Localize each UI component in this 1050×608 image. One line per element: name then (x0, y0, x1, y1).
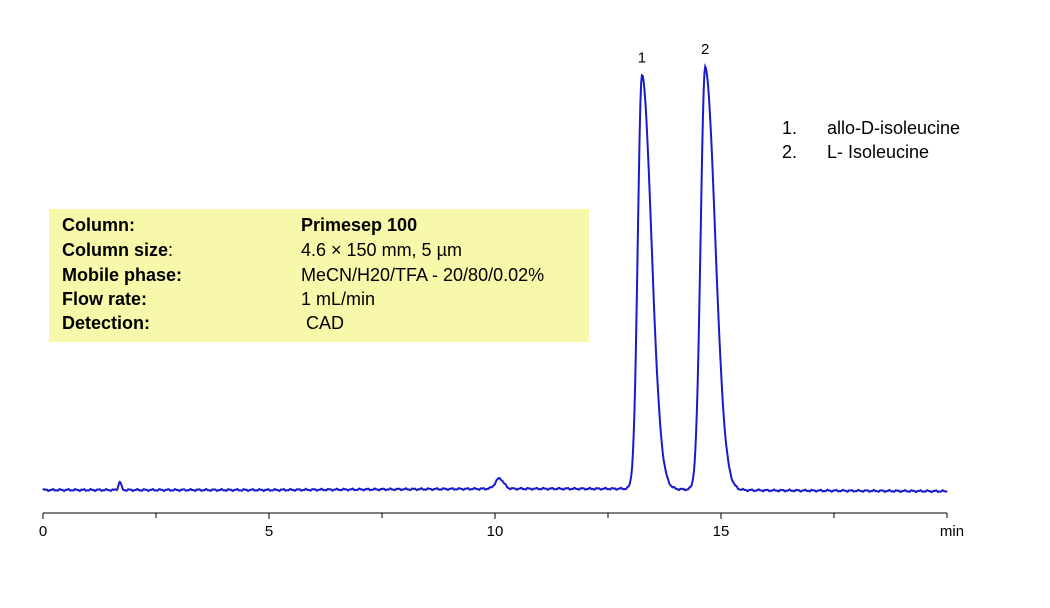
peak-label: 2 (701, 41, 709, 58)
x-tick-label: 15 (713, 523, 730, 540)
column-key: Column: (62, 215, 135, 235)
legend-item-2: 2. L- Isoleucine (782, 140, 1002, 164)
detection-value: CAD (301, 313, 345, 333)
x-axis-tick-labels: 0 5 10 15 (39, 523, 730, 540)
detection-key: Detection: (62, 313, 151, 333)
legend-item-name: allo-D-isoleucine (827, 118, 961, 138)
legend-item-name: L- Isoleucine (827, 142, 930, 162)
x-axis-ticks (42, 513, 948, 519)
x-axis-label: min (940, 523, 964, 540)
chromatogram-trace (42, 63, 948, 494)
mobile-phase-value: MeCN/H20/TFA - 20/80/0.02% (301, 265, 545, 285)
legend-item-1: 1. allo-D-isoleucine (782, 116, 1002, 140)
legend-item-number: 1. (782, 118, 798, 138)
x-tick-label: 5 (265, 523, 273, 540)
flow-rate-value: 1 mL/min (301, 289, 376, 309)
peak-legend: 1. allo-D-isoleucine 2. L- Isoleucine (782, 116, 1002, 164)
mobile-phase-key: Mobile phase: (62, 265, 183, 285)
column-size-key: Column size: (62, 240, 174, 260)
x-tick-label: 0 (39, 523, 47, 540)
column-value: Primesep 100 (301, 215, 418, 235)
flow-rate-key: Flow rate: (62, 289, 148, 309)
legend-item-number: 2. (782, 142, 798, 162)
column-size-value: 4.6 × 150 mm, 5 µm (301, 240, 462, 260)
peak-label: 1 (638, 49, 646, 66)
x-tick-label: 10 (487, 523, 504, 540)
conditions-box: Column: Primesep 100 Column size: 4.6 × … (49, 209, 589, 342)
